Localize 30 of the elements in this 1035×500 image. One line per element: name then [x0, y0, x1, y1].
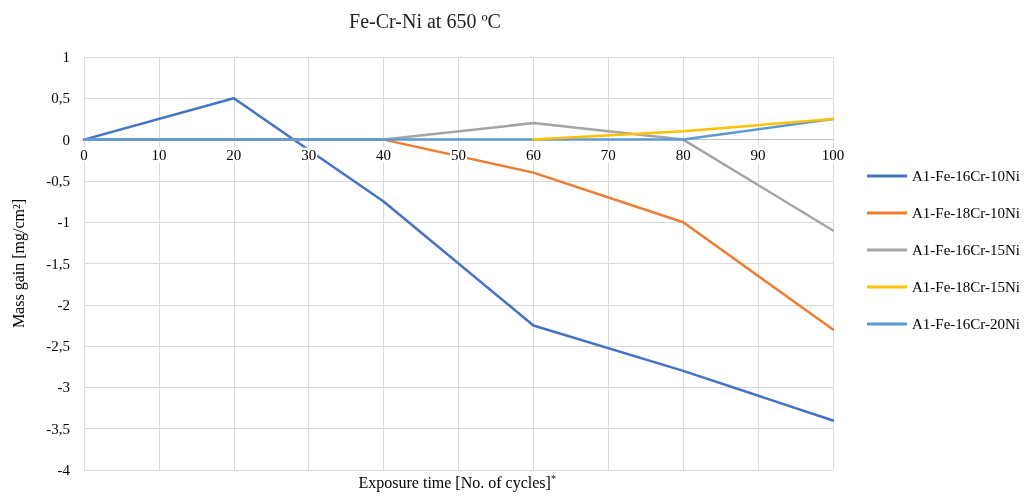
y-tick-label: 0,5 — [51, 90, 70, 107]
x-tick-label: 100 — [821, 147, 845, 164]
y-tick-label: -1,5 — [46, 255, 70, 272]
y-tick-label: -3,5 — [46, 420, 70, 437]
y-tick-label: 1 — [62, 49, 70, 65]
y-tick-label: 0 — [62, 131, 70, 148]
x-tick-label: 90 — [750, 147, 766, 164]
x-tick-label: 30 — [301, 147, 317, 164]
y-tick-label: -4 — [57, 462, 71, 478]
legend-label: A1-Fe-18Cr-10Ni — [911, 205, 1021, 221]
x-tick-label: 40 — [376, 147, 392, 164]
legend-label: A1-Fe-16Cr-20Ni — [911, 316, 1021, 332]
legend-label: A1-Fe-16Cr-10Ni — [911, 168, 1021, 184]
legend-label: A1-Fe-16Cr-15Ni — [911, 242, 1021, 258]
x-tick-label: 70 — [600, 147, 616, 164]
legend-label: A1-Fe-18Cr-15Ni — [911, 279, 1021, 295]
x-axis-title: Exposure time [No. of cycles]* — [358, 472, 556, 492]
x-tick-label: 10 — [151, 147, 167, 164]
y-axis-title: Mass gain [mg/cm²] — [9, 198, 28, 329]
x-tick-label: 80 — [675, 147, 691, 164]
y-tick-label: -0,5 — [46, 172, 70, 189]
x-tick-label: 60 — [525, 147, 541, 164]
y-tick-label: -3 — [57, 379, 70, 396]
y-tick-label: -2 — [57, 296, 70, 313]
y-tick-label: -1 — [57, 214, 70, 231]
chart-title: Fe-Cr-Ni at 650 ºC — [349, 10, 501, 32]
x-tick-label: 20 — [226, 147, 242, 164]
x-tick-label: 50 — [451, 147, 466, 164]
y-tick-label: -2,5 — [46, 338, 70, 355]
x-tick-label: 0 — [80, 147, 88, 164]
